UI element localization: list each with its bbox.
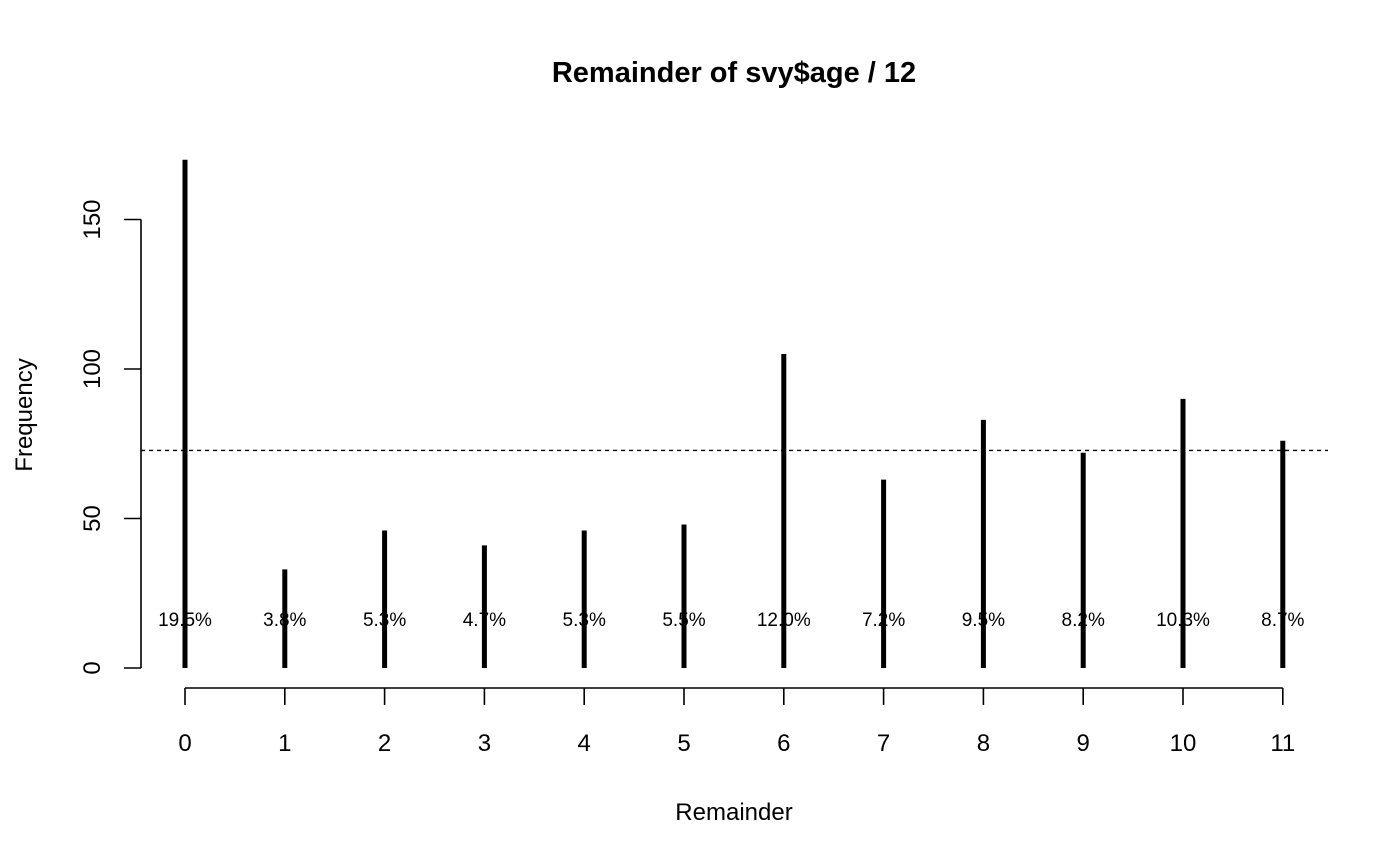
x-tick-label: 11 (1270, 730, 1295, 757)
y-tick-label: 0 (79, 661, 106, 674)
percent-label: 5.3% (363, 610, 406, 631)
x-tick-label: 8 (977, 730, 990, 757)
x-tick-label: 2 (378, 730, 391, 757)
percent-label: 12.0% (757, 610, 811, 631)
y-tick-label: 150 (79, 199, 106, 239)
x-tick-label: 6 (777, 730, 790, 757)
x-tick-label: 5 (677, 730, 690, 757)
x-tick-label: 3 (478, 730, 491, 757)
percent-label: 9.5% (962, 610, 1005, 631)
x-tick-label: 4 (578, 730, 591, 757)
percent-label: 4.7% (463, 610, 506, 631)
percent-label: 10.3% (1156, 610, 1210, 631)
bars (182, 159, 1286, 668)
chart-title: Remainder of svy$age / 12 (552, 57, 916, 89)
x-tick-label: 10 (1170, 730, 1197, 757)
x-axis: 0 1 2 3 4 5 6 7 8 9 10 11 (178, 687, 1295, 757)
percent-label: 8.2% (1062, 610, 1105, 631)
percent-label: 8.7% (1261, 610, 1304, 631)
percent-label: 5.3% (563, 610, 606, 631)
percent-label: 3.8% (263, 610, 306, 631)
percent-label: 19.5% (158, 610, 212, 631)
percent-label: 5.5% (662, 610, 705, 631)
x-tick-label: 1 (278, 730, 291, 757)
data-labels: 19.5% 3.8% 5.3% 4.7% 5.3% 5.5% 12.0% 7.2% 9.5% 8.… (158, 610, 1304, 631)
x-tick-label: 7 (877, 730, 890, 757)
x-axis-label: Remainder (675, 799, 792, 826)
x-tick-label: 0 (178, 730, 191, 757)
y-axis-label: Frequency (11, 358, 38, 471)
y-axis: 0 50 100 150 (79, 199, 142, 675)
y-tick-label: 50 (79, 505, 106, 532)
x-tick-label: 9 (1077, 730, 1090, 757)
y-tick-label: 100 (79, 349, 106, 389)
percent-label: 7.2% (862, 610, 905, 631)
